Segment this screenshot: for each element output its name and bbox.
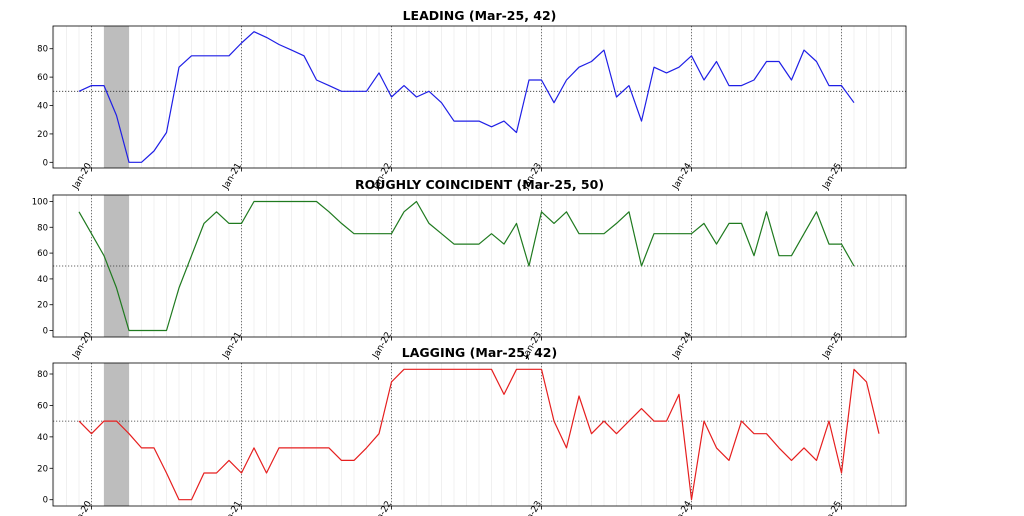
- x-tick-label: Jan-22: [371, 500, 394, 516]
- x-tick-label: Jan-21: [221, 162, 244, 193]
- x-tick-label: Jan-22: [371, 331, 394, 362]
- y-tick-label: 80: [37, 370, 48, 380]
- y-tick-label: 100: [32, 197, 48, 207]
- x-tick-label: Jan-24: [671, 330, 695, 361]
- y-tick-label: 60: [37, 401, 48, 411]
- x-tick-label: Jan-24: [671, 499, 695, 516]
- chart-title: LEADING (Mar-25, 42): [403, 8, 557, 23]
- x-tick-label: Jan-21: [221, 500, 244, 516]
- y-tick-label: 0: [43, 158, 48, 168]
- y-tick-label: 40: [37, 433, 48, 443]
- x-tick-label: Jan-20: [71, 161, 95, 192]
- y-tick-label: 20: [37, 464, 48, 474]
- x-tick-label: Jan-20: [71, 499, 95, 516]
- y-tick-label: 60: [37, 249, 48, 259]
- plot-frame: [52, 25, 907, 169]
- y-tick-label: 40: [37, 102, 48, 112]
- x-tick-label: Jan-25: [821, 500, 844, 516]
- x-tick-label: Jan-20: [71, 330, 95, 361]
- x-tick-label: Jan-25: [821, 162, 844, 193]
- x-tick-label: Jan-24: [671, 161, 695, 192]
- y-tick-label: 80: [37, 45, 48, 55]
- chart-panel-3: 0 20 40 60 80 Jan-20 Jan-21 Jan-22 Jan-23 Jan-24 J…: [37, 345, 907, 516]
- plot-frame: [52, 194, 907, 338]
- y-tick-label: 60: [37, 73, 48, 83]
- plot-frame: [52, 362, 907, 507]
- y-tick-label: 80: [37, 223, 48, 233]
- y-tick-label: 0: [43, 327, 48, 337]
- chart-title: LAGGING (Mar-25, 42): [402, 345, 557, 360]
- y-tick-label: 20: [37, 301, 48, 311]
- x-tick-label: Jan-25: [821, 331, 844, 362]
- y-tick-label: 0: [43, 496, 48, 506]
- y-tick-label: 40: [37, 275, 48, 285]
- x-tick-label: Jan-21: [221, 331, 244, 362]
- chart-title: ROUGHLY COINCIDENT (Mar-25, 50): [355, 177, 604, 192]
- recession-shading: [104, 363, 129, 506]
- x-tick-label: Jan-23: [521, 500, 544, 516]
- y-tick-label: 20: [37, 130, 48, 140]
